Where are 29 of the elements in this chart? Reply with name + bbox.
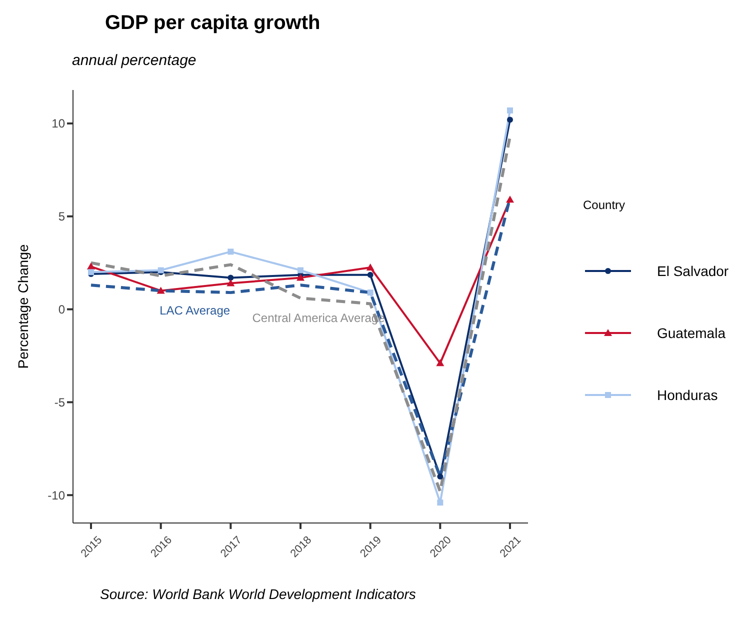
point [506,196,514,203]
y-axis-title: Percentage Change [14,244,31,369]
point [436,359,444,366]
y-tick-label: 10 [52,116,66,131]
chart-title: GDP per capita growth [105,12,320,35]
point [367,272,374,278]
y-tick-label: 5 [58,210,66,224]
series-label: LAC Average [160,304,230,318]
chart-subtitle: annual percentage [72,52,196,69]
legend-label: El Salvador [657,263,729,279]
point [367,290,374,296]
y-tick-label: 0 [58,302,66,317]
legend-label: Honduras [657,387,718,403]
point [437,500,444,506]
y-tick-label: -10 [48,488,66,502]
legend-title: Country [583,198,626,212]
point [298,267,304,274]
legend-label: Guatemala [657,325,726,341]
y-tick-label: -5 [54,395,66,410]
point [228,274,234,281]
point [226,279,235,286]
point [228,248,234,255]
point [156,286,165,294]
point [296,274,304,281]
point [507,116,513,123]
source-note: Source: World Bank World Development Indicators [100,586,416,602]
point [507,107,513,114]
point [437,474,444,480]
point [366,263,374,270]
